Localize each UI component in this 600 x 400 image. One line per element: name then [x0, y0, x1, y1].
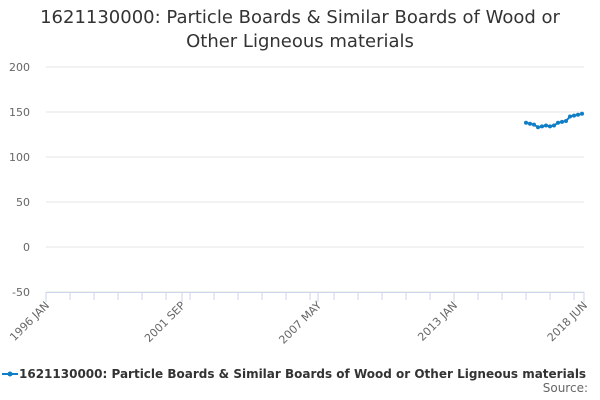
data-point[interactable] — [580, 111, 584, 116]
y-tick-label: 0 — [23, 241, 30, 254]
y-tick-label: 100 — [9, 151, 30, 164]
y-tick-label: 150 — [9, 106, 30, 119]
data-point[interactable] — [532, 122, 536, 127]
legend-label: 1621130000: Particle Boards & Similar Bo… — [19, 367, 587, 381]
legend-line-symbol — [2, 371, 18, 377]
data-point[interactable] — [560, 119, 564, 124]
x-tick-label: 1996 JAN — [7, 299, 52, 344]
y-tick-label: -50 — [12, 286, 30, 299]
source-credit[interactable]: Source: — [542, 381, 588, 395]
y-axis-tick-labels: -50 0 50 100 150 200 — [9, 61, 30, 299]
x-axis — [45, 292, 585, 302]
y-gridlines — [46, 66, 584, 293]
data-point[interactable] — [528, 121, 532, 126]
data-point[interactable] — [548, 124, 552, 129]
chart-title-line-1: 1621130000: Particle Boards & Similar Bo… — [40, 7, 560, 28]
data-point[interactable] — [544, 123, 548, 128]
x-tick-label: 2018 JUN — [545, 299, 590, 344]
x-tick-label: 2001 SEP — [142, 299, 188, 345]
chart-title: 1621130000: Particle Boards & Similar Bo… — [0, 6, 600, 54]
x-tick-label: 2013 JAN — [415, 299, 460, 344]
x-tick-label: 2007 MAY — [276, 299, 324, 347]
data-point[interactable] — [564, 119, 568, 123]
data-point[interactable] — [568, 114, 572, 119]
legend-item[interactable]: 1621130000: Particle Boards & Similar Bo… — [0, 364, 600, 384]
data-point[interactable] — [524, 120, 528, 125]
data-point[interactable] — [540, 124, 544, 129]
data-point[interactable] — [572, 113, 576, 118]
data-point[interactable] — [556, 120, 560, 125]
x-axis-tick-labels: 1996 JAN 2001 SEP 2007 MAY 2013 JAN 2018 JUN — [7, 299, 590, 347]
data-point[interactable] — [552, 123, 556, 128]
data-point[interactable] — [576, 112, 580, 117]
y-tick-label: 50 — [16, 196, 30, 209]
y-tick-label: 200 — [9, 61, 30, 74]
data-point[interactable] — [536, 125, 540, 130]
series-group — [524, 111, 584, 130]
chart-title-line-2: Other Ligneous materials — [186, 31, 414, 52]
